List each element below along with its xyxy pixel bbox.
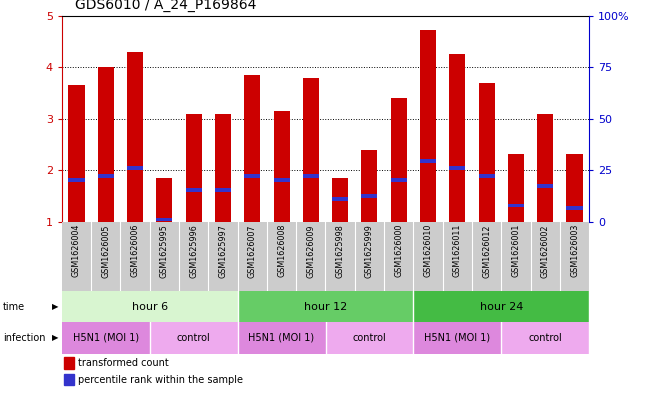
Bar: [537, 184, 553, 188]
Bar: [68, 178, 85, 182]
Bar: [391, 98, 407, 222]
Bar: [384, 222, 413, 291]
Bar: [566, 206, 583, 209]
Bar: [156, 218, 173, 221]
Bar: [267, 222, 296, 291]
Bar: [62, 222, 91, 291]
Text: GSM1626008: GSM1626008: [277, 224, 286, 277]
Bar: [98, 174, 114, 178]
Bar: [244, 75, 260, 222]
Text: GSM1625998: GSM1625998: [336, 224, 344, 278]
Bar: [413, 291, 589, 322]
Bar: [215, 188, 231, 192]
Text: GSM1626010: GSM1626010: [424, 224, 432, 277]
Bar: [238, 222, 267, 291]
Text: hour 12: hour 12: [304, 301, 347, 312]
Text: H5N1 (MOI 1): H5N1 (MOI 1): [249, 333, 314, 343]
Bar: [326, 222, 355, 291]
Bar: [208, 222, 238, 291]
Bar: [332, 197, 348, 201]
Text: hour 24: hour 24: [480, 301, 523, 312]
Bar: [560, 222, 589, 291]
Bar: [238, 291, 413, 322]
Bar: [127, 52, 143, 222]
Text: ▶: ▶: [52, 334, 59, 342]
Bar: [326, 322, 413, 354]
Text: GDS6010 / A_24_P169864: GDS6010 / A_24_P169864: [75, 0, 256, 12]
Text: H5N1 (MOI 1): H5N1 (MOI 1): [73, 333, 139, 343]
Text: GSM1626000: GSM1626000: [395, 224, 403, 277]
Bar: [303, 78, 319, 222]
Bar: [508, 204, 524, 208]
Bar: [478, 174, 495, 178]
Bar: [413, 222, 443, 291]
Text: GSM1626009: GSM1626009: [307, 224, 315, 277]
Bar: [449, 166, 465, 170]
Bar: [64, 357, 74, 369]
Bar: [273, 111, 290, 222]
Bar: [443, 222, 472, 291]
Bar: [472, 222, 501, 291]
Text: GSM1625997: GSM1625997: [219, 224, 227, 278]
Text: GSM1626004: GSM1626004: [72, 224, 81, 277]
Bar: [150, 222, 179, 291]
Bar: [501, 222, 531, 291]
Bar: [120, 222, 150, 291]
Text: GSM1626007: GSM1626007: [248, 224, 256, 277]
Bar: [68, 85, 85, 222]
Bar: [420, 30, 436, 222]
Text: GSM1626012: GSM1626012: [482, 224, 491, 277]
Bar: [156, 178, 173, 222]
Bar: [361, 150, 378, 222]
Bar: [296, 222, 326, 291]
Text: percentile rank within the sample: percentile rank within the sample: [78, 375, 243, 385]
Text: ▶: ▶: [52, 302, 59, 311]
Bar: [332, 178, 348, 222]
Text: infection: infection: [3, 333, 46, 343]
Bar: [238, 322, 326, 354]
Text: GSM1626002: GSM1626002: [541, 224, 549, 277]
Bar: [91, 222, 120, 291]
Bar: [361, 194, 378, 198]
Bar: [391, 178, 407, 182]
Bar: [537, 114, 553, 222]
Text: control: control: [353, 333, 386, 343]
Bar: [413, 322, 501, 354]
Bar: [273, 178, 290, 182]
Bar: [186, 114, 202, 222]
Bar: [501, 322, 589, 354]
Bar: [449, 54, 465, 222]
Text: hour 6: hour 6: [132, 301, 168, 312]
Text: time: time: [3, 301, 25, 312]
Text: GSM1625996: GSM1625996: [189, 224, 198, 278]
Text: GSM1625995: GSM1625995: [160, 224, 169, 278]
Bar: [215, 114, 231, 222]
Bar: [150, 322, 238, 354]
Bar: [64, 374, 74, 386]
Bar: [531, 222, 560, 291]
Bar: [566, 154, 583, 222]
Bar: [179, 222, 208, 291]
Text: control: control: [529, 333, 562, 343]
Text: GSM1625999: GSM1625999: [365, 224, 374, 278]
Bar: [98, 67, 114, 222]
Text: control: control: [177, 333, 210, 343]
Text: H5N1 (MOI 1): H5N1 (MOI 1): [424, 333, 490, 343]
Bar: [420, 159, 436, 163]
Bar: [127, 166, 143, 170]
Bar: [478, 83, 495, 222]
Bar: [62, 322, 150, 354]
Text: GSM1626001: GSM1626001: [512, 224, 520, 277]
Bar: [508, 154, 524, 222]
Text: GSM1626005: GSM1626005: [102, 224, 110, 277]
Text: GSM1626006: GSM1626006: [131, 224, 139, 277]
Bar: [303, 174, 319, 178]
Bar: [186, 188, 202, 192]
Text: transformed count: transformed count: [78, 358, 169, 368]
Bar: [355, 222, 384, 291]
Bar: [244, 174, 260, 178]
Text: GSM1626003: GSM1626003: [570, 224, 579, 277]
Text: GSM1626011: GSM1626011: [453, 224, 462, 277]
Bar: [62, 291, 238, 322]
